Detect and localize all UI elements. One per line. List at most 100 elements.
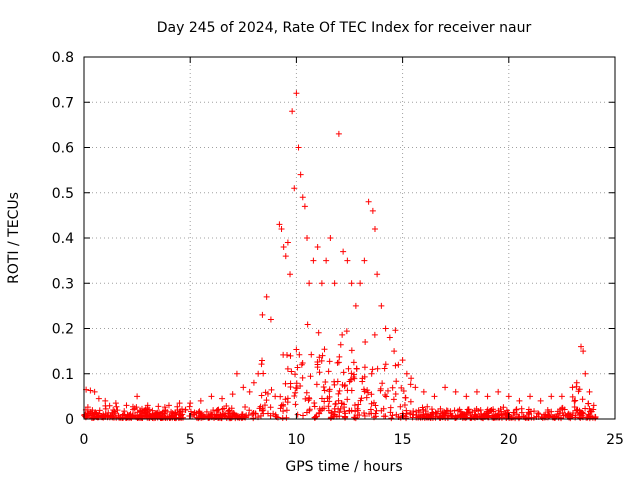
data-point: [112, 400, 119, 407]
noise-point: [308, 351, 315, 358]
noise-point: [292, 389, 299, 396]
y-tick-label: 0.6: [52, 141, 74, 157]
noise-point: [512, 415, 519, 422]
data-point: [395, 361, 402, 368]
noise-point: [407, 398, 414, 405]
noise-point: [457, 413, 464, 420]
noise-point: [97, 413, 104, 420]
noise-point: [284, 365, 291, 372]
data-point: [259, 311, 266, 318]
noise-point: [283, 407, 290, 414]
noise-point: [303, 409, 310, 416]
noise-point: [571, 403, 578, 410]
noise-point: [380, 413, 387, 420]
noise-point: [305, 397, 312, 404]
noise-point: [574, 406, 581, 413]
noise-point: [321, 387, 328, 394]
noise-point: [331, 405, 338, 412]
noise-point: [578, 409, 585, 416]
data-point: [399, 357, 406, 364]
data-point: [590, 402, 597, 409]
data-point: [505, 393, 512, 400]
data-point: [250, 379, 257, 386]
noise-point: [127, 411, 134, 418]
data-point: [371, 225, 378, 232]
data-point: [165, 402, 172, 409]
noise-point: [259, 407, 266, 414]
data-point: [403, 370, 410, 377]
noise-point: [203, 408, 210, 415]
noise-point: [187, 408, 194, 415]
noise-point: [326, 398, 333, 405]
noise-point: [116, 414, 123, 421]
noise-point: [381, 365, 388, 372]
data-point: [582, 370, 589, 377]
noise-point: [407, 381, 414, 388]
noise-point: [259, 357, 266, 364]
noise-point: [268, 386, 275, 393]
noise-point: [368, 391, 375, 398]
data-point: [144, 402, 151, 409]
data-point: [378, 302, 385, 309]
noise-point: [277, 405, 284, 412]
data-point: [219, 395, 226, 402]
noise-point: [283, 414, 290, 421]
data-point: [580, 348, 587, 355]
noise-point: [451, 407, 458, 414]
noise-point: [575, 388, 582, 395]
noise-point: [403, 407, 410, 414]
noise-point: [287, 384, 294, 391]
noise-point: [392, 327, 399, 334]
noise-point: [487, 407, 494, 414]
noise-point: [261, 402, 268, 409]
noise-point: [356, 412, 363, 419]
noise-point: [392, 390, 399, 397]
noise-point: [348, 370, 355, 377]
data-point: [284, 239, 291, 246]
noise-point: [267, 404, 274, 411]
noise-point: [319, 352, 326, 359]
noise-point: [371, 331, 378, 338]
noise-point: [331, 378, 338, 385]
noise-point: [498, 408, 505, 415]
x-tick-label: 20: [500, 432, 518, 448]
noise-point: [535, 411, 542, 418]
noise-point: [304, 321, 311, 328]
noise-point: [220, 405, 227, 412]
noise-point: [297, 383, 304, 390]
noise-point: [227, 415, 234, 422]
noise-point: [320, 383, 327, 390]
noise-point: [343, 328, 350, 335]
noise-point: [84, 404, 91, 411]
noise-point: [355, 401, 362, 408]
noise-point: [448, 412, 455, 419]
noise-point: [382, 391, 389, 398]
data-point: [314, 244, 321, 251]
noise-point: [284, 395, 291, 402]
data-point: [327, 235, 334, 241]
noise-point: [282, 380, 289, 387]
noise-point: [319, 405, 326, 412]
noise-point: [346, 378, 353, 385]
noise-point: [139, 415, 146, 422]
noise-point: [277, 393, 284, 400]
noise-point: [216, 414, 223, 421]
noise-point: [144, 408, 151, 415]
noise-point: [513, 406, 520, 413]
data-point: [299, 194, 306, 201]
noise-point: [87, 409, 94, 416]
noise-point: [326, 358, 333, 365]
data-point: [276, 221, 283, 228]
noise-point: [389, 412, 396, 419]
noise-point: [249, 411, 256, 418]
data-point: [558, 393, 565, 400]
noise-point: [321, 346, 328, 353]
noise-point: [325, 403, 332, 410]
noise-point: [579, 396, 586, 403]
noise-point: [263, 397, 270, 404]
noise-point: [383, 393, 390, 400]
noise-point: [82, 411, 89, 418]
noise-point: [372, 402, 379, 409]
noise-point: [361, 413, 368, 420]
